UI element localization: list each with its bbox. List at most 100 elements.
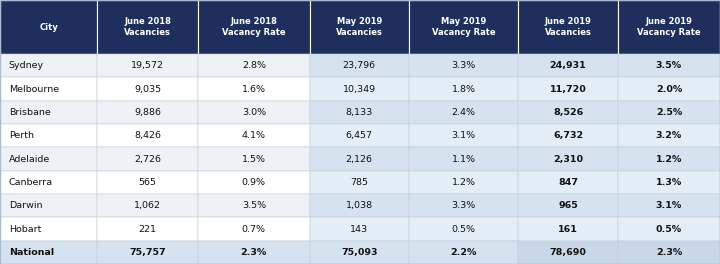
Bar: [310, 101, 409, 124]
Bar: [409, 217, 518, 241]
Text: 3.2%: 3.2%: [656, 131, 682, 140]
Text: 2.3%: 2.3%: [656, 248, 682, 257]
Text: 24,931: 24,931: [549, 61, 587, 70]
Text: 2,126: 2,126: [346, 154, 373, 164]
Bar: [310, 147, 409, 171]
Text: May 2019
Vacancy Rate: May 2019 Vacancy Rate: [432, 17, 495, 37]
Bar: [310, 54, 409, 77]
Bar: [409, 54, 518, 77]
Bar: [518, 54, 618, 77]
Text: 1.6%: 1.6%: [242, 84, 266, 94]
Text: 8,426: 8,426: [134, 131, 161, 140]
Bar: [310, 217, 409, 241]
Bar: [97, 171, 198, 194]
Bar: [409, 101, 518, 124]
Text: Brisbane: Brisbane: [9, 108, 50, 117]
Text: 75,093: 75,093: [341, 248, 377, 257]
Text: 2.0%: 2.0%: [656, 84, 682, 94]
Bar: [409, 0, 518, 54]
Text: 1.5%: 1.5%: [242, 154, 266, 164]
Bar: [0, 217, 97, 241]
Bar: [618, 101, 720, 124]
Bar: [518, 147, 618, 171]
Text: 1.2%: 1.2%: [656, 154, 682, 164]
Bar: [97, 0, 198, 54]
Text: 3.5%: 3.5%: [656, 61, 682, 70]
Bar: [518, 217, 618, 241]
Text: 1,062: 1,062: [134, 201, 161, 210]
Bar: [518, 171, 618, 194]
Text: 6,732: 6,732: [553, 131, 583, 140]
Bar: [409, 194, 518, 217]
Text: 4.1%: 4.1%: [242, 131, 266, 140]
Bar: [618, 124, 720, 147]
Text: 8,133: 8,133: [346, 108, 373, 117]
Text: 8,526: 8,526: [553, 108, 583, 117]
Text: 75,757: 75,757: [130, 248, 166, 257]
Bar: [198, 101, 310, 124]
Text: 0.5%: 0.5%: [656, 224, 682, 234]
Text: National: National: [9, 248, 54, 257]
Text: 0.9%: 0.9%: [242, 178, 266, 187]
Text: City: City: [39, 22, 58, 32]
Text: 847: 847: [558, 178, 578, 187]
Bar: [198, 0, 310, 54]
Bar: [618, 0, 720, 54]
Text: 0.5%: 0.5%: [451, 224, 476, 234]
Text: 2.4%: 2.4%: [451, 108, 476, 117]
Bar: [310, 194, 409, 217]
Bar: [310, 0, 409, 54]
Bar: [310, 124, 409, 147]
Bar: [0, 101, 97, 124]
Text: 1.1%: 1.1%: [451, 154, 476, 164]
Bar: [409, 147, 518, 171]
Text: June 2018
Vacancy Rate: June 2018 Vacancy Rate: [222, 17, 286, 37]
Bar: [518, 0, 618, 54]
Bar: [198, 77, 310, 101]
Text: 785: 785: [351, 178, 369, 187]
Text: 1,038: 1,038: [346, 201, 373, 210]
Text: 11,720: 11,720: [549, 84, 587, 94]
Bar: [518, 77, 618, 101]
Bar: [518, 194, 618, 217]
Text: 23,796: 23,796: [343, 61, 376, 70]
Text: June 2019
Vacancy Rate: June 2019 Vacancy Rate: [637, 17, 701, 37]
Text: 3.1%: 3.1%: [656, 201, 682, 210]
Text: 0.7%: 0.7%: [242, 224, 266, 234]
Text: 2.5%: 2.5%: [656, 108, 682, 117]
Bar: [618, 171, 720, 194]
Bar: [198, 217, 310, 241]
Bar: [310, 77, 409, 101]
Bar: [618, 194, 720, 217]
Text: 9,886: 9,886: [134, 108, 161, 117]
Text: Adelaide: Adelaide: [9, 154, 50, 164]
Text: Canberra: Canberra: [9, 178, 53, 187]
Bar: [198, 241, 310, 264]
Bar: [518, 101, 618, 124]
Bar: [97, 217, 198, 241]
Bar: [198, 147, 310, 171]
Bar: [409, 124, 518, 147]
Bar: [0, 54, 97, 77]
Bar: [618, 147, 720, 171]
Text: 161: 161: [558, 224, 578, 234]
Text: 2,726: 2,726: [134, 154, 161, 164]
Bar: [198, 194, 310, 217]
Bar: [0, 171, 97, 194]
Bar: [618, 54, 720, 77]
Bar: [618, 217, 720, 241]
Text: 2.8%: 2.8%: [242, 61, 266, 70]
Text: June 2019
Vacancies: June 2019 Vacancies: [544, 17, 592, 37]
Text: 10,349: 10,349: [343, 84, 376, 94]
Text: 3.1%: 3.1%: [451, 131, 476, 140]
Bar: [518, 241, 618, 264]
Bar: [618, 241, 720, 264]
Bar: [409, 241, 518, 264]
Text: 965: 965: [558, 201, 578, 210]
Bar: [310, 241, 409, 264]
Bar: [198, 171, 310, 194]
Bar: [409, 171, 518, 194]
Bar: [618, 77, 720, 101]
Text: 9,035: 9,035: [134, 84, 161, 94]
Text: 1.8%: 1.8%: [451, 84, 476, 94]
